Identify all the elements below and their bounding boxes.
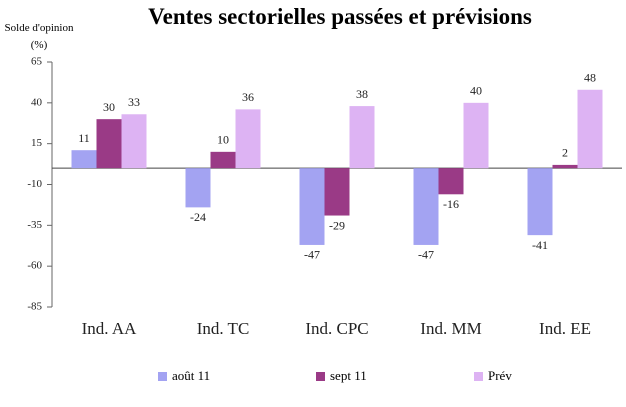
bar: [413, 168, 439, 245]
chart-title: Ventes sectorielles passées et prévision…: [148, 4, 532, 29]
bar: [577, 89, 603, 169]
bar: [210, 151, 236, 169]
x-tick-label: Ind. MM: [420, 319, 481, 338]
legend-swatch: [474, 372, 483, 381]
x-tick-label: Ind. AA: [82, 319, 138, 338]
y-tick-label: 15: [31, 137, 43, 149]
y-tick-label: -10: [27, 178, 42, 190]
y-tick-label: -60: [27, 260, 42, 272]
bar: [463, 102, 489, 169]
bar: [96, 119, 122, 169]
legend-swatch: [316, 372, 325, 381]
bar: [235, 109, 261, 169]
value-label: 11: [78, 131, 90, 145]
legend-label: août 11: [172, 368, 211, 383]
legend-label: sept 11: [330, 368, 367, 383]
bar: [438, 168, 464, 195]
value-label: 38: [356, 87, 368, 101]
bar: [527, 168, 553, 236]
value-label: -47: [418, 248, 434, 262]
bar: [121, 114, 147, 169]
value-label: -24: [190, 210, 206, 224]
x-tick-label: Ind. EE: [539, 319, 591, 338]
y-tick-label: 40: [31, 96, 43, 108]
x-tick-label: Ind. TC: [197, 319, 250, 338]
value-label: -16: [443, 197, 459, 211]
value-label: -41: [532, 238, 548, 252]
bar: [185, 168, 211, 208]
value-label: 10: [217, 133, 229, 147]
value-label: 30: [103, 100, 115, 114]
value-label: 40: [470, 84, 482, 98]
value-label: -47: [304, 248, 320, 262]
value-label: 48: [584, 71, 596, 85]
x-tick-label: Ind. CPC: [305, 319, 368, 338]
value-label: 36: [242, 90, 254, 104]
legend-swatch: [158, 372, 167, 381]
bar: [71, 150, 97, 169]
bar: [552, 164, 578, 169]
value-label: 33: [128, 95, 140, 109]
y-tick-label: 65: [31, 56, 43, 68]
value-label: -29: [329, 218, 345, 232]
bar: [299, 168, 325, 245]
bar: [349, 106, 375, 169]
y-tick-label: -85: [27, 301, 42, 313]
value-label: 2: [562, 146, 568, 160]
y-tick-label: -35: [27, 219, 42, 231]
legend-label: Prév: [488, 368, 512, 383]
y-axis-label: Solde d'opinion (%): [4, 22, 74, 51]
bar: [324, 168, 350, 216]
